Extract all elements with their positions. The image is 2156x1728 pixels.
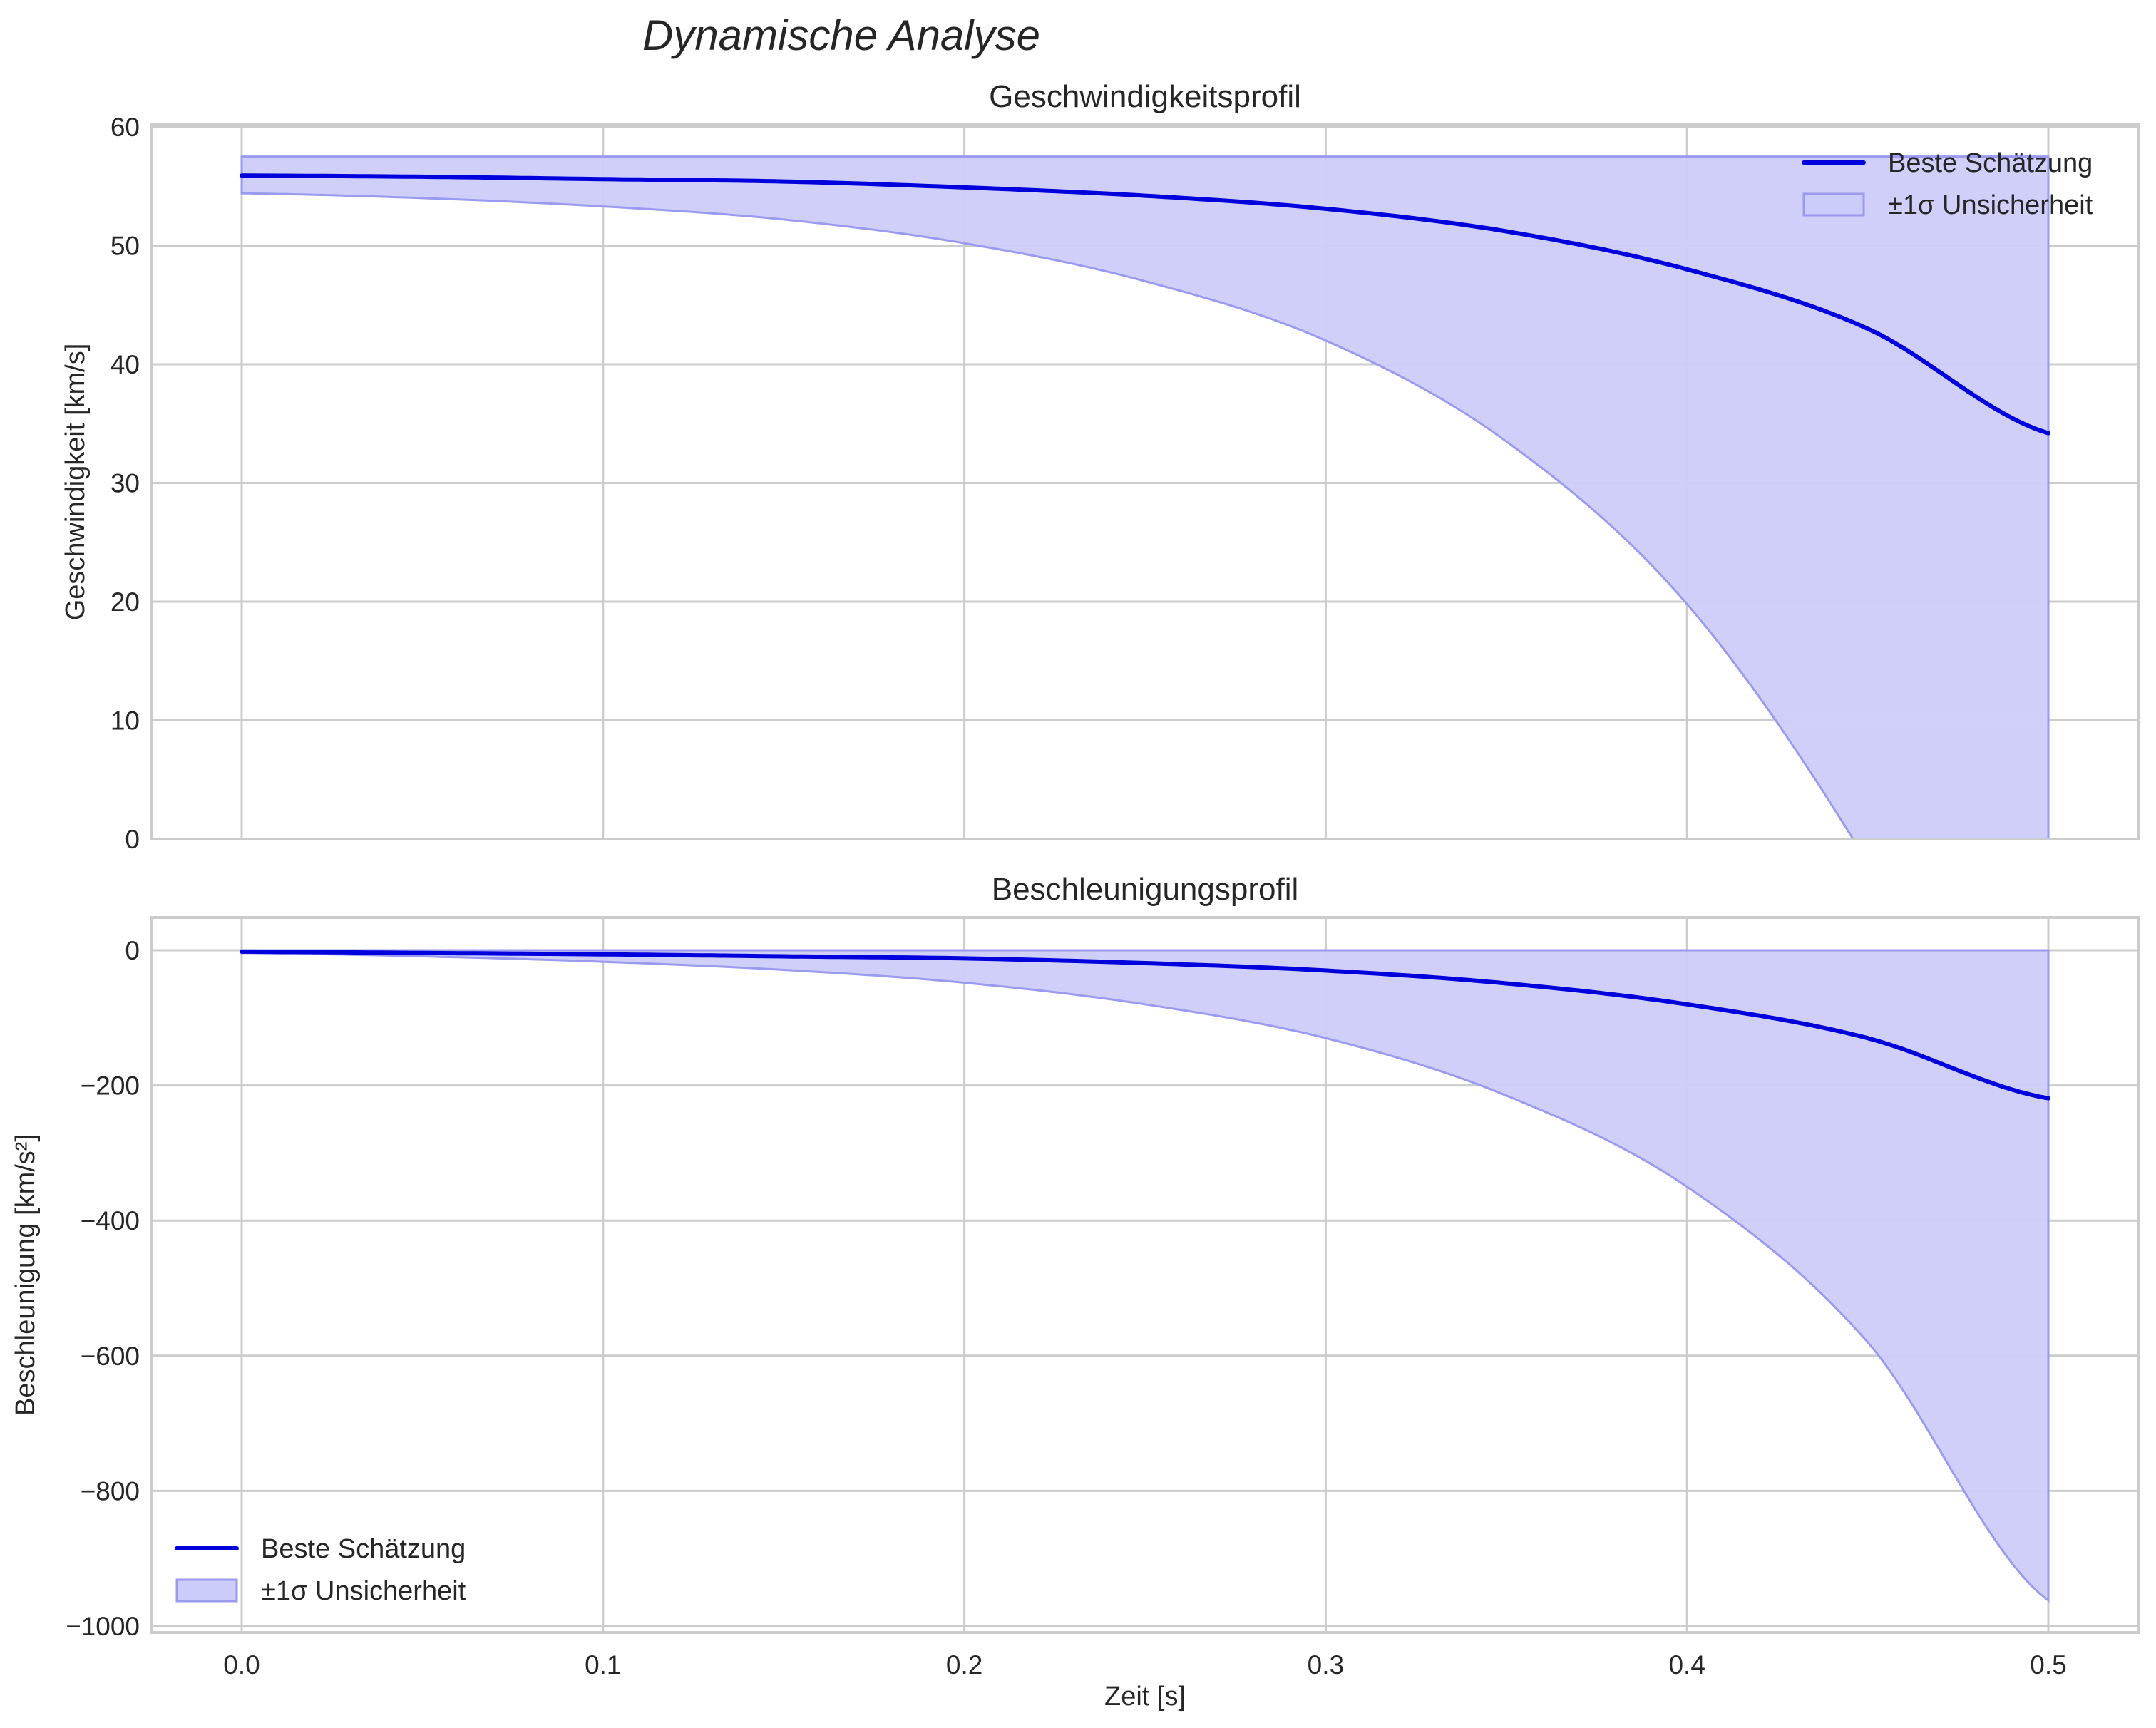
- best-estimate-line: [240, 173, 2050, 436]
- y-tick-label: 10: [111, 706, 140, 736]
- y-tick-label: 0: [125, 936, 140, 965]
- acceleration-axes: 0 −200 −400 −600 −800 −1000 0.0 0.1 0.2 0.3 0.4 0.5…: [11, 872, 2140, 1680]
- best-estimate-line: [240, 949, 2050, 1101]
- velocity-axes: 0 10 20 30 40 50 60 Geschwindigkeitsprofil Gesch…: [61, 79, 2140, 854]
- y-axis-label: Geschwindigkeit [km/s]: [61, 344, 91, 621]
- y-tick-label: 60: [111, 113, 140, 142]
- legend-label-best-estimate: Beste Schätzung: [261, 1534, 466, 1564]
- y-tick-label: 40: [111, 350, 140, 379]
- uncertainty-band: [240, 949, 2050, 1603]
- y-tick-label: −600: [81, 1342, 140, 1371]
- y-tick-label: 30: [111, 469, 140, 498]
- y-axis-label: Beschleunigung [km/s²]: [11, 1134, 41, 1416]
- y-tick-label: −800: [81, 1476, 140, 1506]
- x-tick-label: 0.5: [2030, 1650, 2066, 1680]
- y-tick-label: 20: [111, 587, 140, 617]
- figure-suptitle: Dynamische Analyse: [642, 11, 1040, 59]
- legend: Beste Schätzung ±1σ Unsicherheit: [175, 1534, 466, 1606]
- x-tick-label: 0.2: [946, 1650, 982, 1680]
- x-tick-label: 0.4: [1668, 1650, 1705, 1680]
- legend-label-best-estimate: Beste Schätzung: [1888, 148, 2093, 178]
- axes-frame: [150, 916, 2140, 1634]
- legend: Beste Schätzung ±1σ Unsicherheit: [1802, 148, 2093, 220]
- x-tick-label: 0.1: [585, 1650, 621, 1680]
- x-axis-label: Zeit [s]: [1104, 1682, 1186, 1712]
- y-tick-label: −200: [81, 1071, 140, 1101]
- y-tick-label: −1000: [66, 1612, 140, 1641]
- subplot-title: Geschwindigkeitsprofil: [989, 79, 1301, 114]
- legend-band-swatch: [175, 1578, 238, 1603]
- y-tick-label: 0: [125, 825, 140, 854]
- uncertainty-band: [240, 155, 2050, 839]
- legend-label-uncertainty: ±1σ Unsicherheit: [261, 1576, 466, 1606]
- y-tick-label: 50: [111, 232, 140, 261]
- x-tick-label: 0.3: [1308, 1650, 1344, 1680]
- axes-frame: [150, 123, 2140, 840]
- legend-band-swatch: [1802, 192, 1865, 217]
- subplot-title: Beschleunigungsprofil: [992, 872, 1299, 907]
- legend-label-uncertainty: ±1σ Unsicherheit: [1888, 190, 2093, 220]
- y-tick-label: −400: [81, 1206, 140, 1235]
- x-tick-label: 0.0: [223, 1650, 260, 1680]
